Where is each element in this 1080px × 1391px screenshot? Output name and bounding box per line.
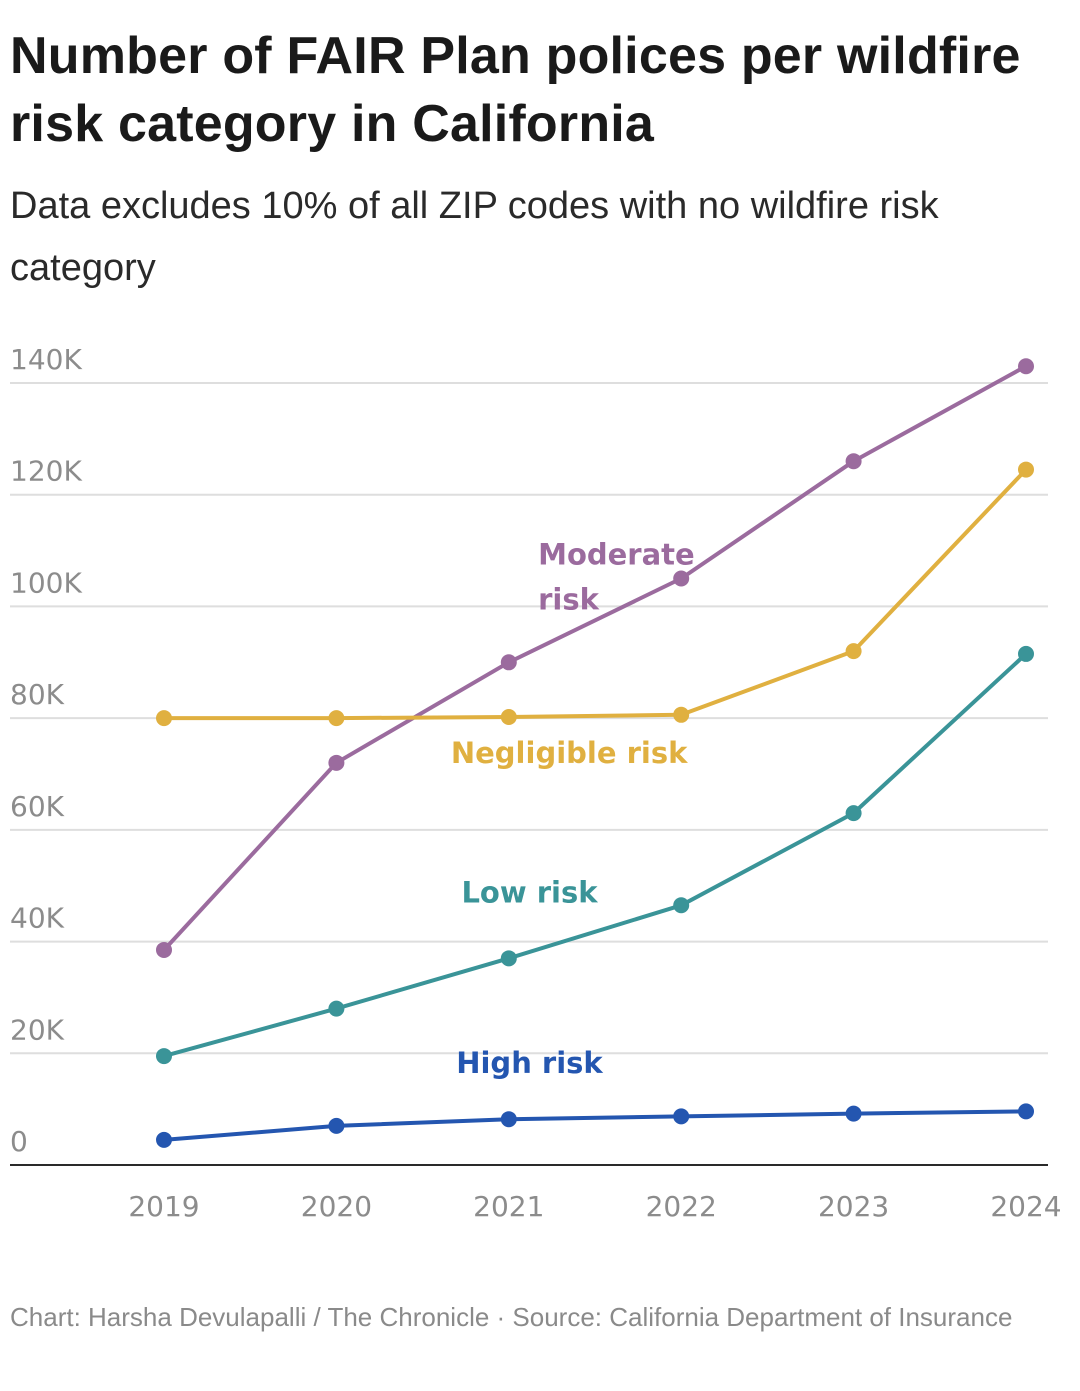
y-tick-label: 40K: [10, 902, 65, 935]
data-point-moderate-risk: [1018, 358, 1034, 375]
series-line-low-risk: [162, 651, 1028, 1059]
data-point-negligible-risk: [328, 710, 345, 727]
chart-subtitle: Data excludes 10% of all ZIP codes with …: [10, 185, 939, 289]
chart-credit: Chart: Harsha Devulapalli / The Chronicl…: [10, 1302, 1013, 1332]
data-point-low-risk: [328, 1000, 345, 1017]
data-point-high-risk: [845, 1105, 862, 1122]
y-tick-label: 80K: [10, 678, 65, 711]
x-tick-label: 2024: [990, 1190, 1061, 1223]
y-tick-label: 140K: [10, 343, 82, 376]
data-point-moderate-risk: [673, 570, 690, 587]
data-point-low-risk: [673, 897, 690, 914]
series-label-moderate-risk: Moderate: [538, 538, 695, 572]
data-point-low-risk: [845, 805, 862, 822]
x-tick-label: 2019: [128, 1190, 199, 1223]
data-point-low-risk: [156, 1048, 172, 1065]
series-label-negligible-risk: Negligible risk: [451, 736, 688, 770]
data-point-high-risk: [673, 1108, 690, 1125]
y-tick-label: 20K: [10, 1013, 65, 1046]
y-tick-label: 100K: [10, 566, 82, 599]
data-point-low-risk: [1018, 645, 1034, 662]
y-tick-label: 120K: [10, 455, 82, 488]
data-point-high-risk: [1018, 1103, 1034, 1120]
data-point-high-risk: [500, 1111, 517, 1128]
x-tick-label: 2021: [473, 1190, 544, 1223]
data-point-high-risk: [156, 1131, 172, 1148]
data-point-high-risk: [328, 1117, 345, 1134]
line-chart: 0 20K 40K 60K 80K 100K 120K 140K 2019 2020 2021 202…: [10, 343, 1062, 1223]
series-line-high-risk: [162, 1109, 1028, 1142]
data-point-moderate-risk: [845, 453, 862, 470]
data-point-negligible-risk: [845, 643, 862, 660]
data-point-low-risk: [500, 950, 517, 967]
chart-title: Number of FAIR Plan polices per wildfire…: [10, 27, 1021, 153]
x-tick-label: 2023: [818, 1190, 889, 1223]
data-point-moderate-risk: [500, 654, 517, 671]
data-point-negligible-risk: [156, 710, 172, 727]
x-tick-label: 2022: [646, 1190, 717, 1223]
series-label-low-risk: Low risk: [461, 875, 598, 909]
data-point-moderate-risk: [328, 754, 345, 771]
series-label-high-risk: High risk: [456, 1046, 603, 1080]
data-point-moderate-risk: [156, 941, 172, 958]
series-line-moderate-risk: [162, 364, 1028, 952]
y-tick-label: 60K: [10, 790, 65, 823]
x-tick-label: 2020: [301, 1190, 372, 1223]
data-point-negligible-risk: [1018, 461, 1034, 478]
series-label-moderate-risk: risk: [538, 583, 600, 617]
data-point-negligible-risk: [500, 709, 517, 726]
y-tick-label: 0: [10, 1125, 28, 1158]
data-point-negligible-risk: [673, 706, 690, 723]
series-line-negligible-risk: [162, 467, 1028, 721]
